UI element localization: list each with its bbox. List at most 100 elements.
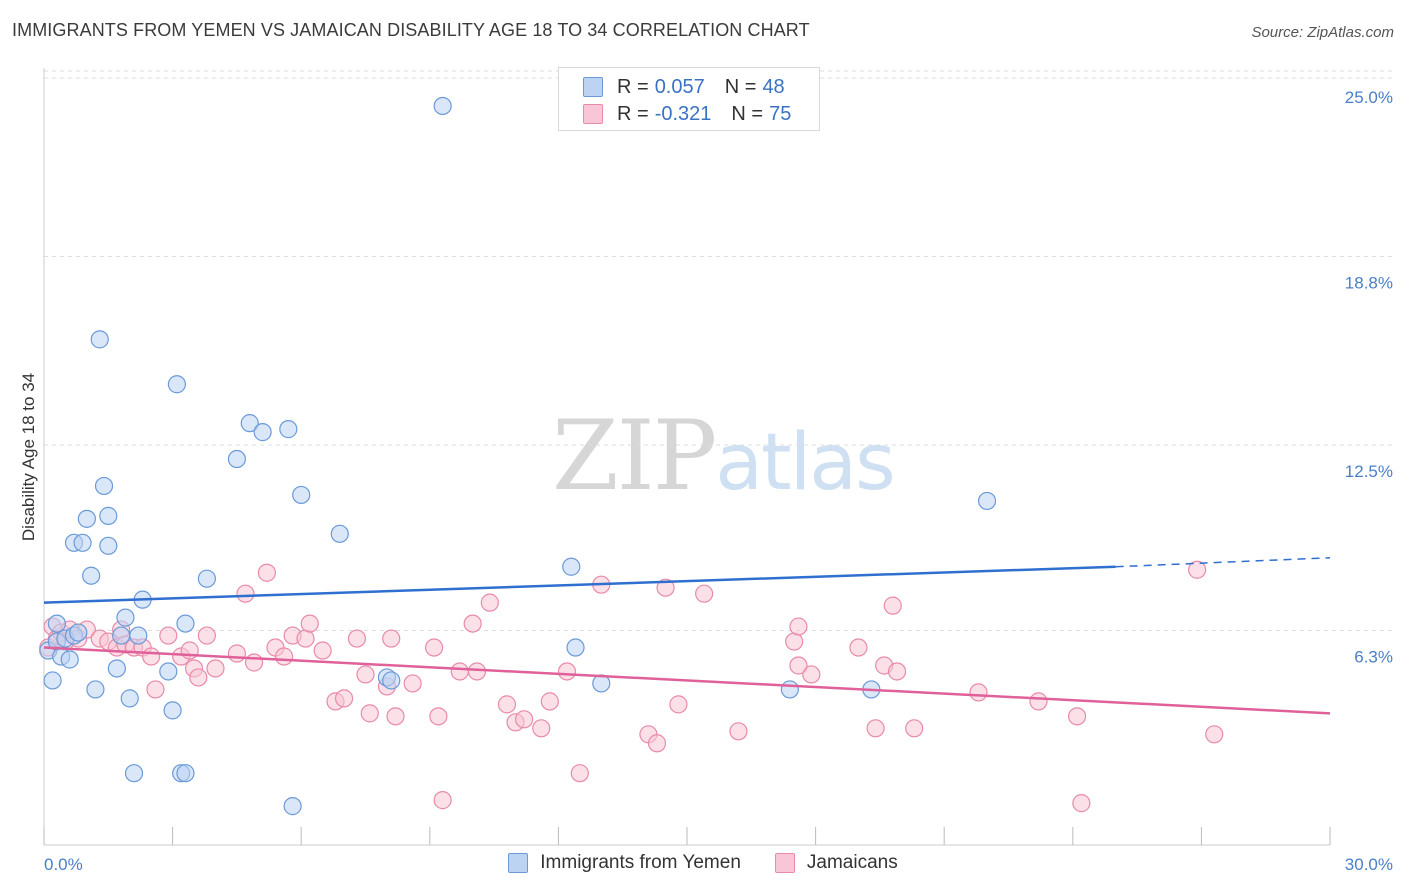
- yemen-point: [279, 420, 298, 439]
- jamaicans-point: [887, 662, 907, 681]
- watermark-zip: ZIP: [552, 400, 717, 512]
- legend-n-label: N =: [724, 75, 757, 98]
- jamaicans-point: [313, 641, 332, 660]
- source-label: Source: ZipAtlas.com: [1251, 24, 1394, 41]
- yemen-point: [73, 533, 92, 552]
- yemen-point: [253, 423, 272, 442]
- jamaicans-point: [189, 668, 208, 687]
- yemen-point: [227, 449, 246, 469]
- jamaicans-point: [729, 722, 748, 741]
- jamaicans-point: [532, 719, 551, 738]
- legend-row-jamaicans: R = -0.321 N = 75: [583, 102, 791, 126]
- jamaicans-point: [497, 695, 517, 714]
- jamaicans-point: [789, 656, 808, 675]
- jamaicans-point: [450, 662, 469, 681]
- jamaicans-point: [557, 662, 577, 681]
- jamaicans-point: [540, 692, 559, 711]
- yemen-point: [562, 557, 581, 576]
- series-legend: Immigrants from Yemen Jamaicans: [0, 852, 1406, 874]
- jamaicans-point: [159, 626, 178, 645]
- legend-n-value: 75: [769, 102, 792, 125]
- jamaicans-point: [515, 710, 534, 729]
- yemen-points: [39, 96, 997, 816]
- yemen-point: [163, 701, 182, 720]
- yemen-point: [197, 569, 216, 588]
- jamaicans-point: [570, 764, 589, 783]
- yemen-point: [129, 626, 148, 645]
- jamaicans-point: [300, 614, 319, 633]
- jamaicans-point: [382, 629, 401, 648]
- yemen-point: [90, 330, 109, 349]
- y-tick-label: 25.0%: [1345, 88, 1393, 107]
- jamaicans-point: [883, 596, 902, 615]
- trend-lines: [43, 557, 1331, 715]
- yemen-point: [977, 491, 997, 511]
- jamaicans-point: [802, 665, 821, 684]
- jamaicans-point: [146, 680, 165, 699]
- yemen-point: [86, 680, 105, 699]
- yemen-point: [159, 662, 178, 681]
- jamaicans-point: [206, 659, 225, 678]
- gridlines: [44, 70, 1393, 632]
- y-axis-tick-labels: 6.3% 12.5% 18.8% 25.0%: [1345, 88, 1393, 667]
- yemen-swatch: [583, 77, 603, 97]
- correlation-legend: R = 0.057 N = 48 R = -0.321 N = 75: [558, 67, 820, 131]
- jamaicans-point: [386, 707, 405, 726]
- y-tick-label: 6.3%: [1354, 648, 1393, 667]
- legend-n-label: N =: [731, 102, 764, 125]
- jamaicans-point: [905, 719, 924, 738]
- yemen-trend-line: [43, 565, 1116, 604]
- jamaicans-point: [647, 734, 667, 753]
- jamaicans-point: [360, 704, 379, 723]
- yemen-point: [94, 476, 114, 496]
- yemen-point: [330, 524, 349, 543]
- jamaicans-point: [227, 644, 246, 663]
- jamaicans-point: [424, 638, 444, 657]
- yemen-point: [292, 485, 311, 505]
- yemen-point: [167, 375, 186, 394]
- yemen-point: [69, 623, 88, 642]
- yemen-point: [283, 797, 302, 816]
- jamaicans-point: [429, 707, 448, 726]
- jamaicans-point: [1067, 707, 1087, 726]
- jamaicans-point: [695, 584, 714, 603]
- jamaicans-point: [463, 614, 482, 633]
- jamaicans-point: [480, 593, 499, 612]
- jamaicans-point: [236, 584, 255, 603]
- yemen-point: [47, 614, 66, 633]
- watermark: ZIPatlas: [552, 400, 896, 512]
- jamaicans-point: [849, 638, 868, 657]
- jamaicans-point: [347, 629, 367, 648]
- legend-label-yemen: Immigrants from Yemen: [540, 852, 741, 873]
- jamaicans-point: [433, 791, 452, 810]
- jamaicans-point: [244, 653, 264, 672]
- x-axis-ticks: [43, 827, 1331, 845]
- yemen-point: [60, 650, 79, 669]
- jamaicans-points: [39, 560, 1224, 813]
- legend-n-value: 48: [762, 75, 785, 98]
- jamaicans-point: [197, 626, 216, 645]
- jamaicans-point: [274, 647, 294, 666]
- watermark-atlas: atlas: [715, 418, 895, 508]
- yemen-point: [382, 671, 401, 690]
- jamaicans-trend-line: [43, 646, 1331, 715]
- yemen-point: [99, 536, 118, 555]
- legend-item-jamaicans[interactable]: Jamaicans: [774, 852, 898, 874]
- chart-title: IMMIGRANTS FROM YEMEN VS JAMAICAN DISABI…: [12, 20, 810, 40]
- jamaicans-point: [1029, 692, 1048, 711]
- jamaicans-point: [142, 647, 161, 666]
- jamaicans-point: [969, 683, 988, 702]
- jamaicans-point: [1072, 794, 1091, 813]
- jamaicans-point: [785, 632, 804, 651]
- y-tick-label: 18.8%: [1345, 274, 1393, 293]
- jamaicans-point: [789, 617, 808, 636]
- yemen-point: [107, 659, 126, 678]
- yemen-point: [120, 689, 139, 708]
- yemen-legend-swatch: [508, 853, 529, 873]
- legend-r-value: -0.321: [654, 102, 712, 125]
- yemen-point: [43, 671, 62, 690]
- legend-item-yemen[interactable]: Immigrants from Yemen: [508, 852, 741, 874]
- legend-label-jamaicans: Jamaicans: [806, 852, 898, 873]
- yemen-point: [116, 608, 135, 627]
